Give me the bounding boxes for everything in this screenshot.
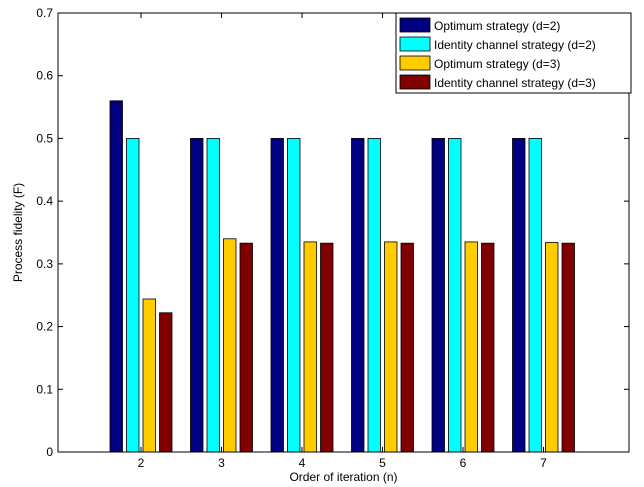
bar — [223, 238, 237, 453]
plot-frame — [57, 12, 630, 453]
bars-layer — [109, 100, 575, 453]
legend-label: Optimum strategy (d=2) — [434, 19, 560, 33]
bar — [545, 242, 559, 453]
legend-box — [395, 12, 632, 94]
bar — [287, 138, 301, 453]
bar — [367, 138, 381, 453]
legend-swatch — [399, 55, 431, 71]
ticks-layer: 0 0.1 0.2 0.3 0.4 0.5 0.6 0.7 2 3 4 5 6 7 — [36, 6, 629, 470]
y-tick-label: 0 — [46, 445, 53, 459]
bar — [303, 241, 317, 453]
y-tick-label: 0.7 — [36, 6, 53, 20]
bar — [464, 241, 478, 453]
bar — [431, 138, 445, 453]
legend-swatch — [399, 74, 431, 90]
y-tick-label: 0.2 — [36, 320, 53, 334]
x-axis-label: Order of iteration (n) — [289, 470, 397, 484]
x-tick-label: 3 — [218, 456, 225, 470]
bar — [512, 138, 526, 453]
bar — [351, 138, 365, 453]
bar — [561, 242, 575, 453]
bar — [400, 242, 414, 453]
bar — [448, 138, 462, 453]
bar — [190, 138, 204, 453]
y-axis-label: Process fidelity (F) — [11, 183, 25, 282]
legend-swatch — [399, 17, 431, 33]
x-tick-label: 2 — [138, 456, 145, 470]
legend-swatch — [399, 36, 431, 52]
bar — [206, 138, 220, 453]
y-tick-label: 0.1 — [36, 382, 53, 396]
legend-label: Optimum strategy (d=3) — [434, 57, 560, 71]
y-tick-label: 0.6 — [36, 69, 53, 83]
bar — [239, 242, 253, 453]
bar — [159, 312, 173, 453]
bar — [109, 100, 123, 453]
y-tick-label: 0.4 — [36, 194, 53, 208]
bar — [126, 138, 140, 453]
bar — [528, 138, 542, 453]
bar — [384, 241, 398, 453]
y-tick-label: 0.3 — [36, 257, 53, 271]
bar — [320, 242, 334, 453]
x-tick-label: 6 — [460, 456, 467, 470]
bar — [481, 242, 495, 453]
y-tick-label: 0.5 — [36, 131, 53, 145]
legend: Optimum strategy (d=2) Identity channel s… — [395, 12, 632, 94]
legend-label: Identity channel strategy (d=3) — [434, 76, 596, 90]
x-tick-label: 5 — [379, 456, 386, 470]
bar — [142, 298, 156, 453]
x-tick-label: 4 — [299, 456, 306, 470]
legend-label: Identity channel strategy (d=2) — [434, 38, 596, 52]
bar — [270, 138, 284, 453]
x-tick-label: 7 — [540, 456, 547, 470]
